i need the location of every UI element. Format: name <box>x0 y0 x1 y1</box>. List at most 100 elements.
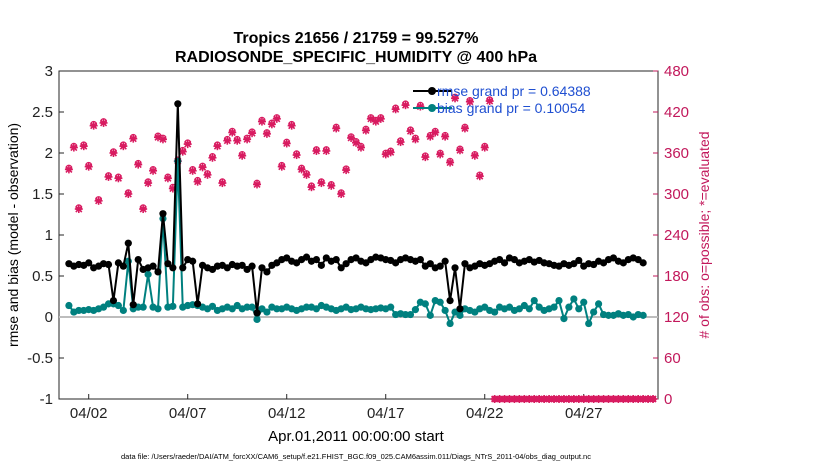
evaluated-obs-stroke <box>649 395 657 403</box>
bias-point <box>302 303 311 311</box>
evaluated-obs-marker <box>134 160 143 169</box>
evaluated-obs-marker <box>297 165 306 174</box>
evaluated-obs-stroke <box>90 122 98 130</box>
evaluated-obs-marker <box>352 138 361 147</box>
evaluated-obs-marker <box>193 177 202 186</box>
rmse-point <box>154 268 162 276</box>
bias-point <box>565 303 573 311</box>
bias-point <box>243 303 251 311</box>
evaluated-obs-marker <box>94 196 103 205</box>
right-tick-label: 240 <box>664 227 689 244</box>
evaluated-obs-marker <box>158 135 167 144</box>
rmse-point <box>263 268 271 276</box>
evaluated-obs-stroke <box>302 171 311 179</box>
evaluated-obs-marker <box>480 143 489 152</box>
left-tick-label: 2 <box>45 145 53 162</box>
evaluated-obs-marker <box>451 94 460 103</box>
evaluated-obs-marker <box>208 153 217 162</box>
evaluated-obs-stroke <box>411 135 419 143</box>
rmse-point <box>456 305 464 313</box>
rmse-point <box>332 256 340 264</box>
left-tick-label: 1 <box>45 227 53 244</box>
bias-point <box>169 302 177 310</box>
evaluated-obs-marker <box>74 205 83 214</box>
rmse-point <box>174 100 182 108</box>
evaluated-obs-marker <box>465 97 474 106</box>
evaluated-obs-stroke <box>406 127 415 135</box>
evaluated-obs-marker <box>272 114 281 123</box>
right-tick-label: 480 <box>664 63 689 80</box>
rmse-point <box>248 262 256 270</box>
evaluated-obs-stroke <box>288 122 296 130</box>
evaluated-obs-marker <box>243 135 252 144</box>
evaluated-obs-stroke <box>357 143 365 152</box>
bias-point <box>575 305 583 313</box>
evaluated-obs-stroke <box>253 180 261 188</box>
evaluated-obs-stroke <box>149 167 157 175</box>
left-tick-label: 0 <box>45 309 53 326</box>
right-tick-label: 60 <box>664 350 681 367</box>
chart-title-line2: RADIOSONDE_SPECIFIC_HUMIDITY @ 400 hPa <box>175 49 537 66</box>
evaluated-obs-stroke <box>233 137 241 145</box>
evaluated-obs-marker <box>386 148 395 157</box>
evaluated-obs-marker <box>649 395 658 403</box>
evaluated-obs-stroke <box>263 130 271 138</box>
evaluated-obs-marker <box>144 179 153 188</box>
left-tick-label: 0.5 <box>32 268 53 285</box>
evaluated-obs-marker <box>455 146 464 155</box>
evaluated-obs-stroke <box>436 150 444 158</box>
evaluated-obs-marker <box>411 135 420 144</box>
right-tick-label: 300 <box>664 186 689 203</box>
evaluated-obs-marker <box>371 117 380 126</box>
evaluated-obs-stroke <box>144 179 152 187</box>
evaluated-obs-marker <box>277 162 286 171</box>
left-tick-label: 1.5 <box>32 186 53 203</box>
evaluated-obs-marker <box>376 114 385 123</box>
bias-point <box>401 310 410 319</box>
evaluated-obs-marker <box>79 142 88 151</box>
bias-point <box>525 305 533 313</box>
rmse-point <box>109 297 118 305</box>
evaluated-obs-marker <box>431 128 440 137</box>
rmse-point <box>639 259 647 267</box>
evaluated-obs-stroke <box>129 135 137 143</box>
evaluated-obs-stroke <box>392 105 400 113</box>
evaluated-obs-stroke <box>283 139 291 147</box>
bias-point <box>411 306 420 314</box>
bias-point <box>273 305 281 313</box>
x-tick-label: 04/07 <box>169 405 207 422</box>
rmse-point <box>342 260 350 268</box>
evaluated-obs-stroke <box>194 178 202 186</box>
bias-point <box>75 306 83 315</box>
evaluated-obs-marker <box>312 146 321 155</box>
rmse-point <box>426 260 434 268</box>
left-tick-label: 2.5 <box>32 104 53 121</box>
evaluated-obs-stroke <box>213 142 221 150</box>
evaluated-obs-marker <box>139 205 148 214</box>
evaluated-obs-stroke <box>342 166 350 174</box>
evaluated-obs-marker <box>337 190 346 198</box>
rmse-point <box>164 260 172 268</box>
evaluated-obs-marker <box>436 150 445 159</box>
evaluated-obs-stroke <box>104 173 113 181</box>
evaluated-obs-marker <box>267 120 276 129</box>
evaluated-obs-stroke <box>124 190 132 198</box>
rmse-point <box>124 239 132 247</box>
left-axis-ticks: -1 -0.5 0 0.5 1 1.5 2 2.5 3 <box>27 63 64 408</box>
evaluated-obs-marker <box>396 138 405 147</box>
left-tick-label: 3 <box>45 63 53 80</box>
evaluated-obs-stroke <box>268 120 276 128</box>
bias-point <box>114 301 123 310</box>
evaluated-obs-marker <box>391 105 400 114</box>
evaluated-obs-stroke <box>367 115 375 123</box>
evaluated-obs-marker <box>421 153 430 162</box>
rmse-point <box>446 297 454 305</box>
evaluated-obs-marker <box>302 170 311 179</box>
evaluated-obs-marker <box>228 128 237 137</box>
bias-point <box>604 311 613 319</box>
left-tick-label: -1 <box>40 391 53 408</box>
right-tick-label: 420 <box>664 104 689 121</box>
evaluated-obs-marker <box>416 102 425 111</box>
evaluated-obs-stroke <box>387 148 395 156</box>
